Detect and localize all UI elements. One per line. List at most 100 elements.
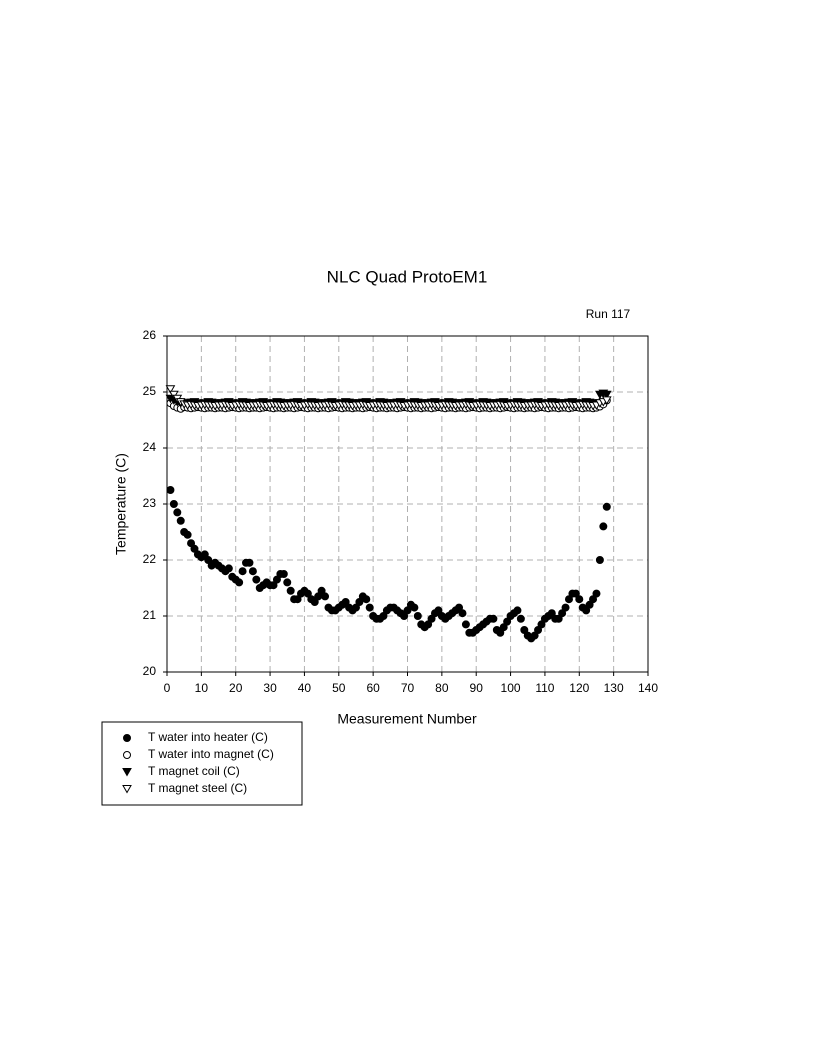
data-point: [530, 631, 539, 640]
x-tick-label: 50: [332, 681, 346, 695]
data-point: [166, 486, 175, 494]
data-point: [571, 589, 580, 598]
legend-label: T water into magnet (C): [148, 747, 274, 761]
y-tick-label: 20: [143, 664, 157, 678]
data-point: [351, 603, 360, 612]
data-point: [585, 600, 594, 609]
data-point: [496, 628, 505, 637]
data-point: [173, 508, 182, 517]
data-point: [200, 550, 209, 559]
data-point: [341, 598, 350, 606]
data-point: [537, 620, 546, 629]
data-point: [310, 598, 319, 606]
data-point: [317, 586, 326, 595]
data-point: [169, 500, 178, 508]
data-point: [183, 530, 192, 539]
data-point: [272, 575, 281, 584]
legend-marker: [122, 768, 132, 777]
data-point: [413, 612, 422, 620]
x-tick-label: 80: [435, 681, 449, 695]
y-tick-label: 24: [143, 440, 157, 454]
x-tick-label: 40: [298, 681, 312, 695]
data-point: [424, 620, 433, 629]
data-point: [269, 581, 278, 590]
x-tick-label: 90: [470, 681, 484, 695]
x-tick-label: 10: [195, 681, 209, 695]
data-point: [252, 575, 261, 584]
y-tick-label: 21: [143, 608, 157, 622]
data-point: [204, 556, 213, 564]
data-point: [400, 612, 409, 620]
data-point: [379, 612, 388, 620]
data-point: [461, 620, 470, 629]
data-point: [235, 578, 244, 587]
legend-label: T magnet steel (C): [148, 781, 247, 795]
data-point: [283, 578, 292, 587]
chart-subtitle: Run 117: [586, 307, 631, 321]
data-point: [434, 606, 443, 615]
data-point: [248, 567, 257, 576]
data-point: [362, 595, 371, 604]
data-point: [534, 626, 543, 634]
legend-marker: [123, 751, 131, 759]
data-point: [599, 522, 608, 531]
x-tick-label: 140: [638, 681, 658, 695]
data-point: [520, 626, 529, 634]
data-point: [224, 564, 233, 573]
data-point: [190, 544, 199, 553]
data-point: [365, 603, 374, 612]
data-point: [355, 598, 364, 606]
x-tick-label: 30: [263, 681, 277, 695]
data-point: [238, 567, 247, 576]
data-point: [245, 558, 254, 567]
data-point: [489, 614, 498, 623]
legend-label: T magnet coil (C): [148, 764, 240, 778]
legend-box: [101, 721, 303, 806]
data-point: [403, 606, 412, 615]
x-axis-label: Measurement Number: [337, 711, 477, 727]
data-point: [561, 603, 570, 612]
data-point: [499, 623, 508, 632]
plot-frame: [166, 335, 649, 673]
data-point: [187, 539, 196, 548]
legend-label: T water into heater (C): [148, 730, 268, 744]
x-tick-label: 0: [164, 681, 171, 695]
x-tick-label: 110: [535, 681, 554, 695]
data-point: [575, 595, 584, 604]
data-point: [427, 614, 436, 623]
y-tick-label: 23: [143, 496, 157, 510]
data-point: [602, 502, 611, 511]
data-point: [286, 586, 295, 595]
x-tick-label: 100: [501, 681, 521, 695]
data-point: [303, 589, 312, 598]
data-point: [558, 609, 567, 618]
data-point: [516, 614, 525, 623]
data-point: [554, 614, 563, 623]
legend-marker: [122, 785, 132, 794]
data-point: [595, 556, 604, 564]
x-tick-label: 70: [401, 681, 415, 695]
data-point: [455, 603, 464, 612]
data-point: [601, 390, 612, 400]
data-point: [601, 396, 612, 405]
data-point: [564, 595, 573, 604]
data-point: [582, 606, 591, 615]
data-point: [503, 617, 512, 626]
data-point: [547, 609, 556, 618]
data-point: [279, 570, 288, 578]
y-tick-label: 25: [143, 384, 157, 398]
x-tick-label: 60: [366, 681, 380, 695]
data-point: [410, 603, 419, 612]
x-tick-label: 120: [569, 681, 589, 695]
data-point: [513, 606, 522, 615]
data-point: [458, 609, 467, 618]
chart-title: NLC Quad ProtoEM1: [327, 267, 488, 286]
data-point: [321, 592, 330, 601]
legend-marker: [123, 734, 131, 742]
data-point: [592, 589, 601, 598]
y-tick-label: 22: [143, 552, 157, 566]
data-point: [293, 595, 302, 604]
data-point: [176, 516, 185, 525]
x-tick-label: 130: [604, 681, 624, 695]
x-tick-label: 20: [229, 681, 243, 695]
